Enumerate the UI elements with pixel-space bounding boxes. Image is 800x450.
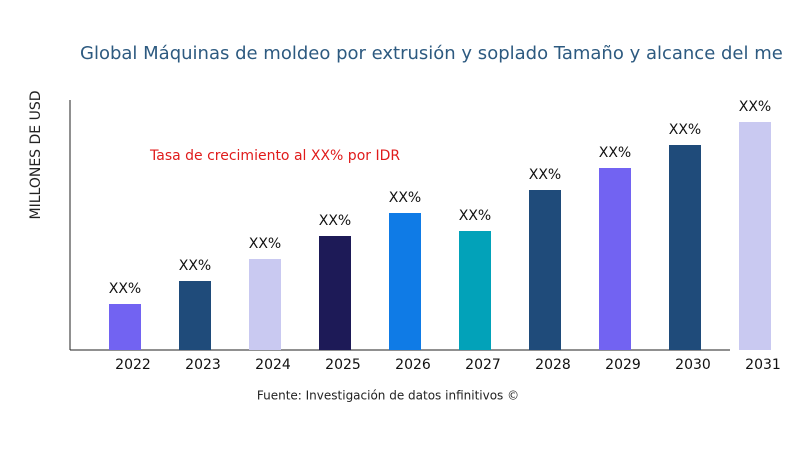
x-tick-label: 2030	[675, 357, 711, 373]
bar	[529, 190, 561, 350]
bar	[389, 213, 421, 350]
x-tick-label: 2023	[185, 357, 221, 373]
bar	[599, 168, 631, 350]
bar	[459, 231, 491, 350]
chart-title: Global Máquinas de moldeo por extrusión …	[80, 43, 783, 64]
x-tick-label: 2025	[325, 357, 361, 373]
annotation: Tasa de crecimiento al XX% por IDR	[149, 148, 400, 164]
bar	[319, 236, 351, 350]
value-label: XX%	[249, 236, 281, 252]
value-label: XX%	[109, 281, 141, 297]
bar	[739, 122, 771, 350]
bar	[179, 281, 211, 350]
value-label: XX%	[669, 122, 701, 138]
x-tick-label: 2028	[535, 357, 571, 373]
value-label: XX%	[599, 145, 631, 161]
y-axis-label: MILLONES DE USD	[28, 91, 44, 220]
value-label: XX%	[319, 213, 351, 229]
x-tick-label: 2026	[395, 357, 431, 373]
bar	[109, 304, 141, 350]
source: Fuente: Investigación de datos infinitiv…	[257, 389, 519, 403]
bar	[669, 145, 701, 350]
value-label: XX%	[179, 258, 211, 274]
value-label: XX%	[389, 190, 421, 206]
value-label: XX%	[459, 208, 491, 224]
x-tick-label: 2027	[465, 357, 501, 373]
x-tick-label: 2022	[115, 357, 151, 373]
x-tick-label: 2024	[255, 357, 291, 373]
bar	[249, 259, 281, 350]
x-tick-label: 2029	[605, 357, 641, 373]
value-label: XX%	[529, 167, 561, 183]
value-label: XX%	[739, 99, 771, 115]
x-tick-label: 2031	[745, 357, 781, 373]
